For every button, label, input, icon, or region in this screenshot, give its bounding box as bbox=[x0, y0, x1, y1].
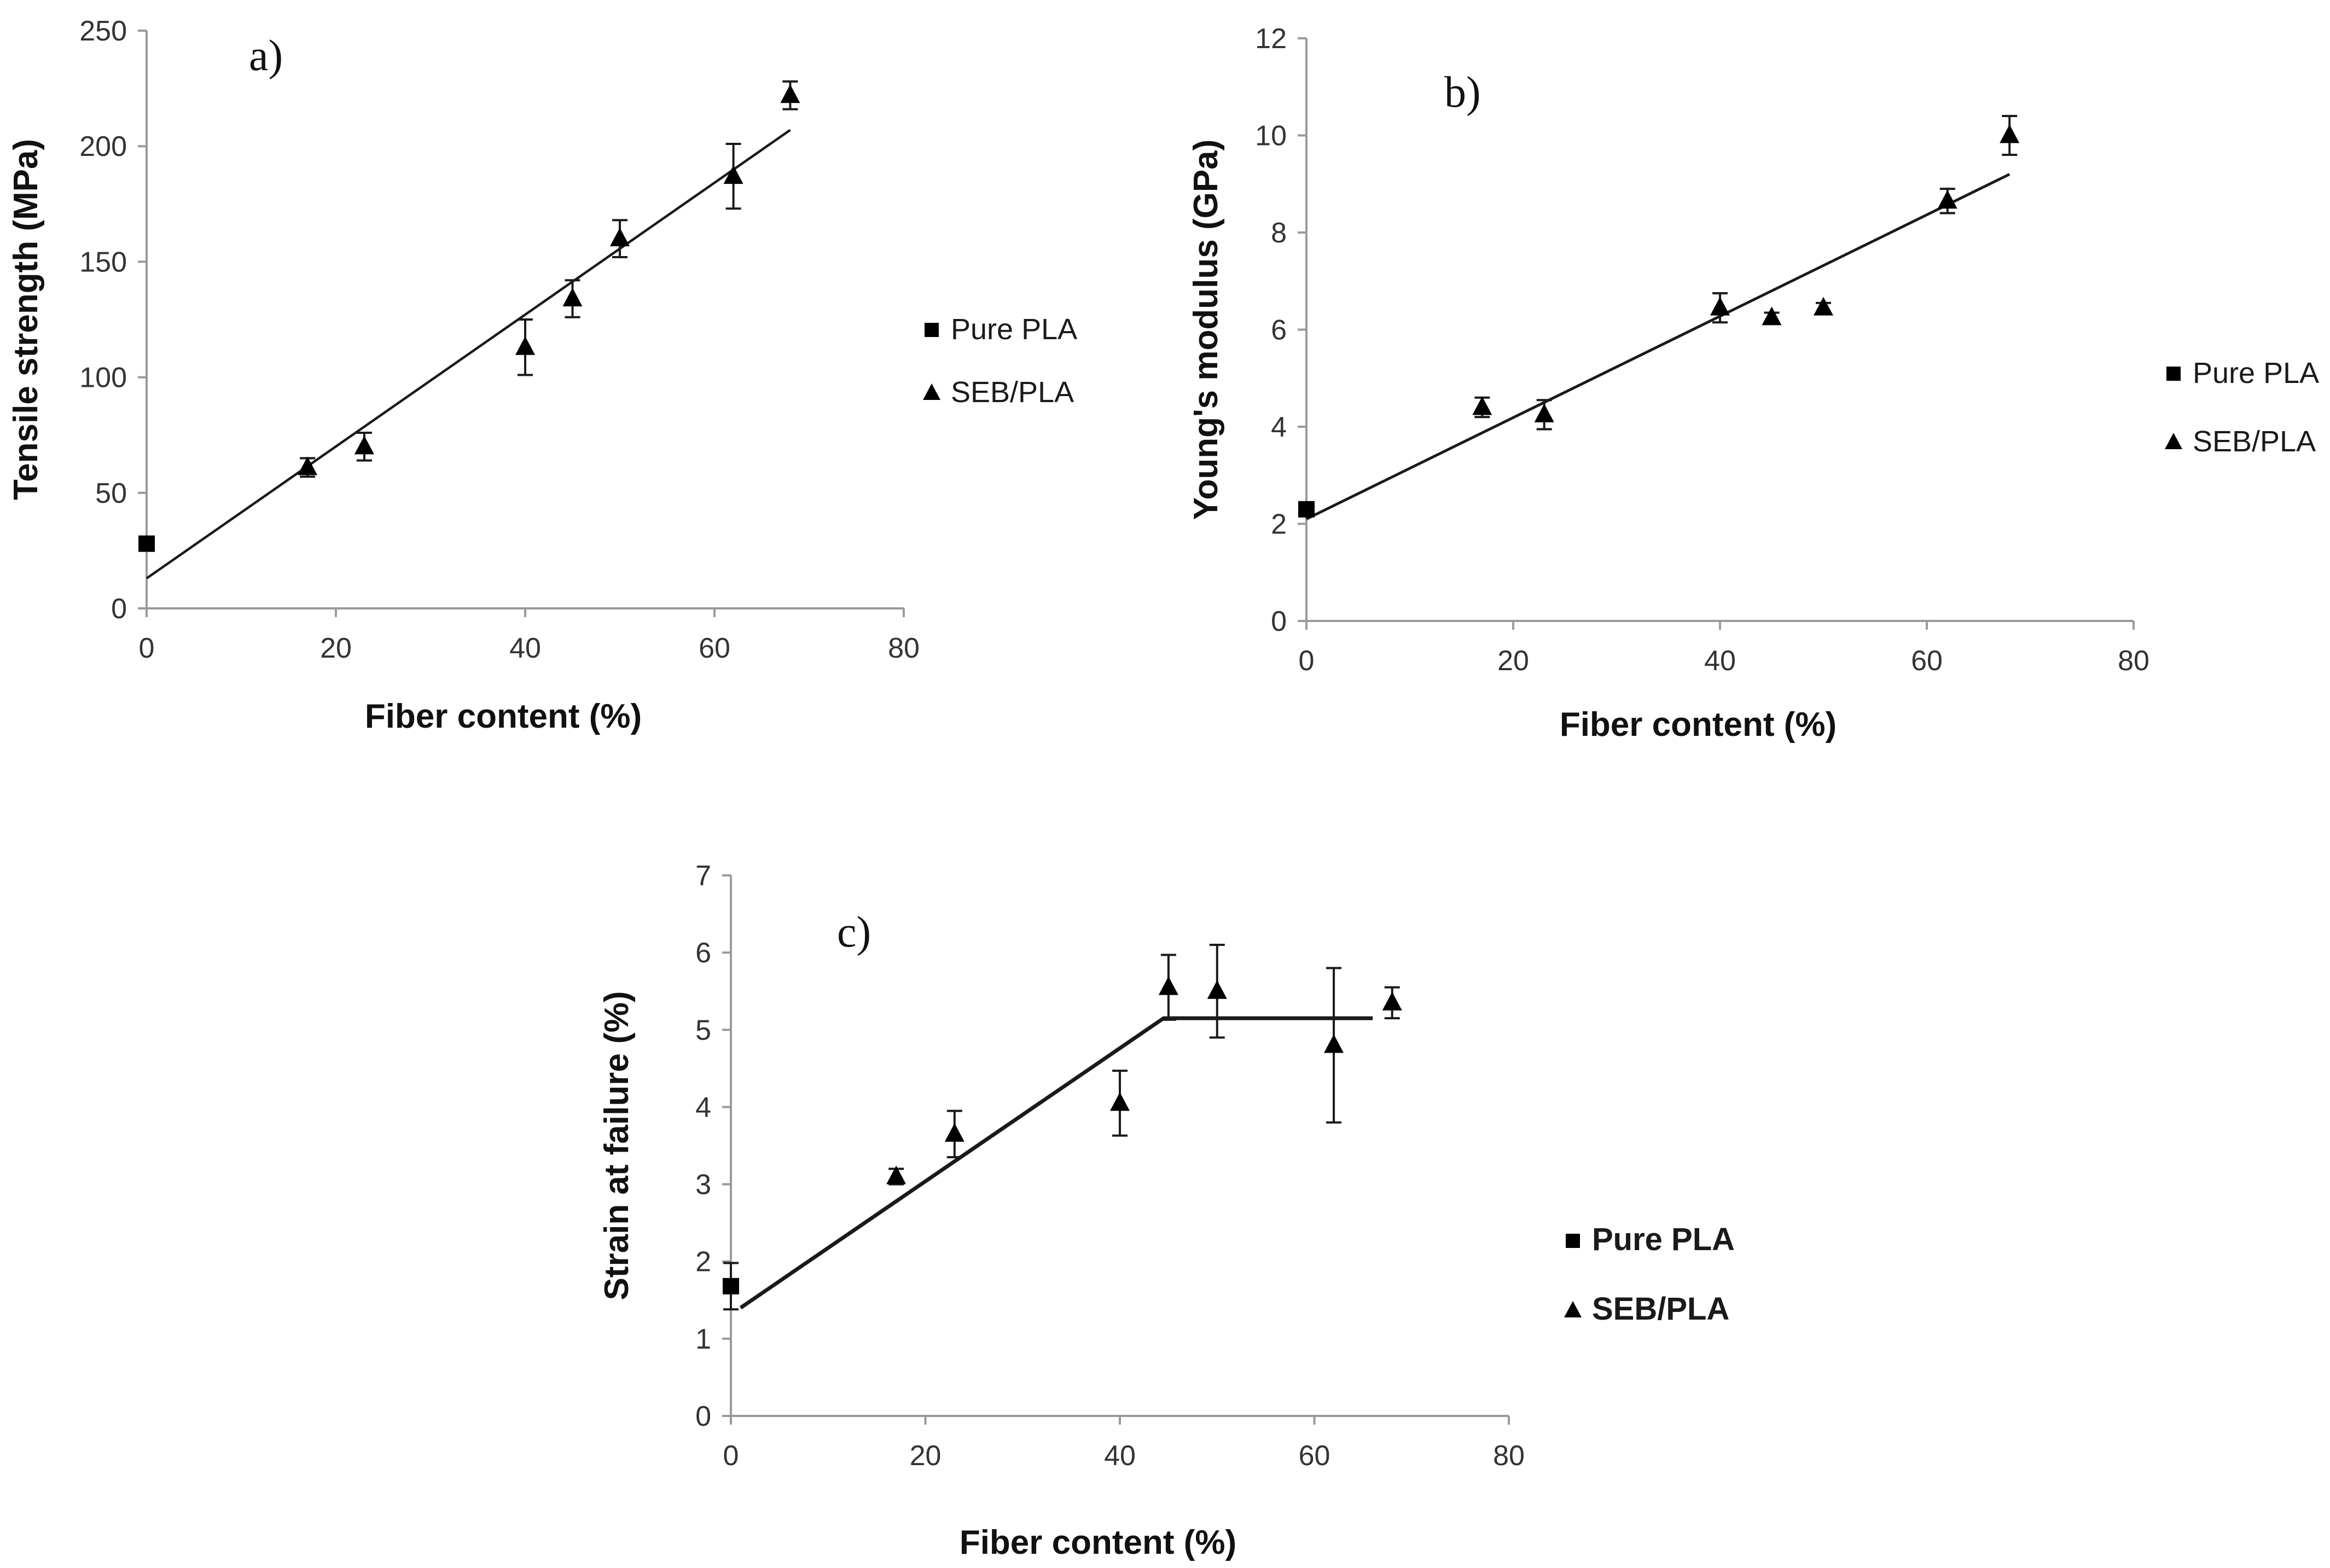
y-tick-label: 10 bbox=[1255, 120, 1287, 152]
legend-marker-square bbox=[1566, 1234, 1580, 1248]
chart-panel-b: 0 20 40 60 80 0 2 4 6 8 10 12 Fiber content (%) Young… bbox=[1187, 23, 2319, 744]
x-tick-label: 20 bbox=[1497, 645, 1529, 677]
x-tick-label: 20 bbox=[910, 1440, 942, 1472]
fit-line bbox=[739, 1016, 1373, 1310]
data-point-triangle bbox=[723, 165, 743, 184]
y-axis-label: Strain at failure (%) bbox=[598, 991, 636, 1300]
y-tick-label: 7 bbox=[695, 860, 711, 892]
y-tick-label: 6 bbox=[1271, 315, 1287, 346]
y-tick-label: 0 bbox=[695, 1401, 711, 1432]
legend-marker-triangle bbox=[923, 384, 940, 400]
legend-entry: Pure PLA bbox=[2193, 357, 2319, 390]
data-point-triangle bbox=[354, 435, 374, 455]
chart-panel-c: 0 20 40 60 80 0 1 2 3 4 5 6 7 Fiber content (%) Strain… bbox=[598, 860, 1735, 1561]
data-point-triangle bbox=[1207, 980, 1227, 999]
y-tick-label: 8 bbox=[1271, 217, 1287, 249]
legend-marker-square bbox=[2166, 367, 2181, 381]
fit-line bbox=[1305, 173, 2011, 520]
y-tick-label: 1 bbox=[695, 1323, 711, 1355]
x-tick-label: 20 bbox=[320, 632, 352, 664]
y-tick-label: 100 bbox=[79, 362, 127, 394]
data-point-triangle bbox=[1382, 991, 1402, 1011]
data-point-triangle bbox=[1814, 297, 1833, 316]
legend-marker-triangle bbox=[2165, 433, 2182, 449]
x-tick-label: 40 bbox=[1704, 645, 1736, 677]
x-axis-label: Fiber content (%) bbox=[1560, 706, 1837, 744]
fit-line bbox=[146, 129, 791, 579]
x-tick-label: 80 bbox=[2118, 645, 2149, 677]
data-point-triangle bbox=[1472, 396, 1492, 415]
x-axis-label: Fiber content (%) bbox=[365, 698, 642, 735]
y-tick-label: 250 bbox=[79, 15, 127, 47]
y-tick-label: 200 bbox=[79, 131, 127, 162]
x-tick-label: 0 bbox=[139, 632, 155, 664]
data-point-triangle bbox=[298, 456, 318, 475]
data-point-triangle bbox=[886, 1165, 907, 1184]
y-axis-label: Young's modulus (GPa) bbox=[1187, 140, 1225, 520]
data-point-triangle bbox=[1158, 976, 1178, 995]
data-point-triangle bbox=[1937, 190, 1957, 209]
x-tick-label: 60 bbox=[1911, 645, 1943, 677]
legend-entry: Pure PLA bbox=[951, 313, 1077, 346]
y-tick-label: 50 bbox=[95, 478, 127, 509]
y-axis-label: Tensile strength (MPa) bbox=[7, 139, 45, 500]
x-tick-label: 40 bbox=[1104, 1440, 1136, 1472]
y-tick-label: 150 bbox=[79, 246, 127, 278]
data-point-square bbox=[1298, 501, 1315, 518]
data-point-triangle bbox=[944, 1123, 964, 1142]
legend-marker-square bbox=[925, 323, 939, 337]
data-point-triangle bbox=[610, 228, 630, 247]
data-point-triangle bbox=[1534, 403, 1554, 422]
data-point-triangle bbox=[1762, 306, 1782, 326]
y-tick-label: 5 bbox=[695, 1014, 711, 1046]
y-tick-label: 2 bbox=[695, 1246, 711, 1278]
y-tick-label: 0 bbox=[1271, 606, 1287, 637]
data-point-square bbox=[138, 535, 155, 552]
data-point-triangle bbox=[562, 287, 583, 306]
y-tick-label: 4 bbox=[1271, 411, 1287, 443]
y-tick-label: 2 bbox=[1271, 509, 1287, 541]
x-axis-label: Fiber content (%) bbox=[960, 1524, 1236, 1561]
data-point-triangle bbox=[515, 336, 535, 355]
y-tick-label: 0 bbox=[111, 593, 127, 625]
legend-marker-triangle bbox=[1564, 1301, 1582, 1317]
data-point-triangle bbox=[1110, 1092, 1130, 1111]
x-tick-label: 40 bbox=[509, 632, 541, 664]
chart-panel-a: 0 20 40 60 80 0 50 100 150 200 250 Fiber content (%… bbox=[7, 15, 1077, 735]
legend-entry: SEB/PLA bbox=[2193, 425, 2316, 458]
panel-label: a) bbox=[249, 32, 283, 80]
x-tick-label: 80 bbox=[1493, 1440, 1525, 1472]
data-point-triangle bbox=[1324, 1034, 1344, 1053]
legend-entry: SEB/PLA bbox=[1592, 1291, 1729, 1327]
y-tick-label: 4 bbox=[695, 1091, 711, 1123]
data-point-triangle bbox=[780, 84, 800, 103]
x-tick-label: 80 bbox=[888, 632, 920, 664]
legend-entry: SEB/PLA bbox=[951, 376, 1074, 409]
x-tick-label: 60 bbox=[1299, 1440, 1330, 1472]
x-tick-label: 0 bbox=[1299, 645, 1315, 677]
legend-entry: Pure PLA bbox=[1592, 1222, 1735, 1257]
data-point-triangle bbox=[1710, 297, 1730, 316]
panel-label: c) bbox=[837, 908, 871, 956]
y-tick-label: 3 bbox=[695, 1169, 711, 1201]
data-point-square bbox=[723, 1277, 739, 1294]
panel-label: b) bbox=[1444, 68, 1481, 117]
x-tick-label: 0 bbox=[723, 1440, 739, 1472]
data-point-triangle bbox=[2000, 124, 2020, 143]
x-tick-label: 60 bbox=[699, 632, 730, 664]
y-tick-label: 6 bbox=[695, 937, 711, 969]
y-tick-label: 12 bbox=[1255, 23, 1287, 55]
